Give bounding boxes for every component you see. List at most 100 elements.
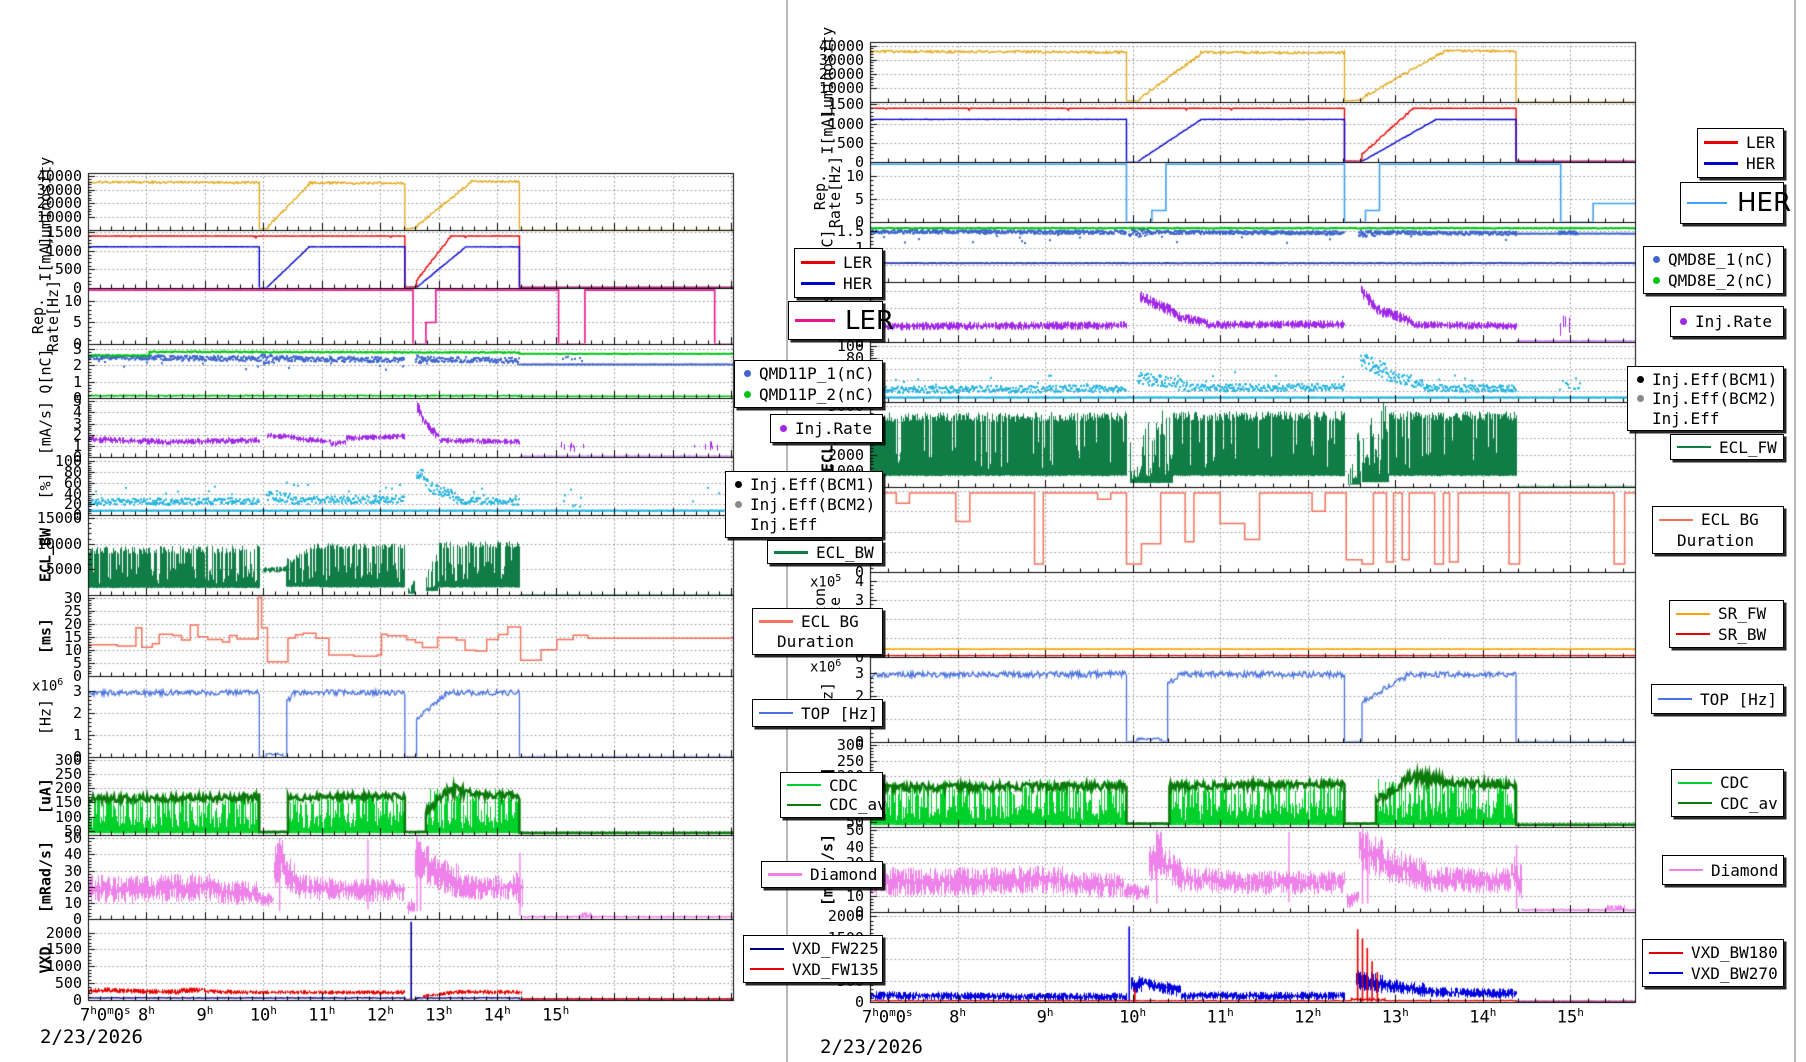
legend-entry: LER (801, 253, 876, 272)
y-axis-label-line: ECL_BW (36, 527, 55, 583)
legend-label: LER (843, 253, 872, 272)
y-tick-label: 1 (796, 240, 864, 256)
legend-entry: Diamond (768, 865, 877, 884)
y-tick-label: 0 (854, 993, 864, 1011)
y-tick-label: 3 (854, 664, 864, 683)
y-tick-label: 0 (72, 448, 82, 466)
legend-entry: Inj.Eff (732, 515, 876, 534)
legend-dot-swatch-icon (1680, 318, 1687, 325)
x-tick-number: 0 (96, 1005, 108, 1026)
x-tick-number: 0 (895, 1007, 906, 1028)
legend-ler: LER HER (794, 248, 883, 298)
legend-line-swatch-icon (795, 319, 835, 322)
y-tick-label: 20 (63, 877, 82, 896)
y-tick-label: 10000 (36, 207, 82, 226)
y-tick-label: 2 (854, 687, 864, 706)
legend-line-swatch-icon (1649, 951, 1683, 955)
y-axis-label-line: Q[nC] (36, 348, 55, 394)
x-tick-label: 14h (1457, 1006, 1509, 1028)
y-tick-label: 5 (72, 653, 82, 672)
x-tick-unit: h (872, 1006, 879, 1019)
legend-label: TOP [Hz] (801, 703, 879, 723)
legend-entry: TOP [Hz] (1658, 690, 1777, 709)
legend-label: ECL BG (801, 612, 859, 631)
legend-label: ECL BG (1701, 510, 1759, 530)
y-tick-label: 1.5 (836, 221, 864, 240)
y-tick-label: 300 (54, 750, 82, 769)
legend-entry: VXD_BW180 (1649, 943, 1778, 962)
y-tick-label: 50 (63, 821, 82, 840)
x-tick-label: 14h (471, 1004, 523, 1026)
x-tick-unit: h (387, 1004, 394, 1017)
x-tick-label: 10h (237, 1004, 289, 1026)
y-tick-label: 25 (63, 601, 82, 620)
legend-dot-swatch-icon (744, 390, 751, 398)
y-axis-label: [mA/s] (37, 400, 55, 454)
y-tick-label: 80 (63, 463, 82, 482)
legend-line-swatch-icon (1704, 141, 1738, 144)
y-axis-label: Rep. Rate[Hz] (811, 156, 844, 228)
y-tick-label: 150 (54, 793, 82, 812)
x-tick-unit: h (206, 1004, 214, 1017)
legend-line-swatch-icon (787, 803, 821, 807)
legend-label: Inj.Rate (1695, 312, 1773, 331)
legend-line-swatch-icon (1687, 201, 1727, 205)
x-tick-unit: h (1402, 1006, 1409, 1019)
x-tick-unit: h (1314, 1006, 1322, 1019)
y-tick-label: 15 (63, 627, 82, 646)
x-tick-label: 7h0m0s (862, 1006, 913, 1028)
legend-entry: Inj.Eff(BCM2) (1634, 389, 1777, 408)
x-tick-number: 14 (483, 1005, 505, 1026)
legend-label: ECL_FW (1719, 437, 1777, 457)
legend-label: Inj.Eff (750, 515, 818, 534)
x-tick-label: 15h (530, 1004, 582, 1026)
legend-ler: LER HER (1697, 128, 1784, 178)
legend-entry: CDC (787, 776, 876, 795)
x-tick-number: 11 (308, 1005, 329, 1026)
y-tick-label: 1500 (45, 940, 82, 959)
axis-exponent-label: x106 (810, 658, 841, 676)
x-tick-unit: h (959, 1006, 966, 1019)
y-tick-label: 0 (72, 506, 82, 524)
y-tick-label: 40000 (36, 167, 82, 186)
legend-entry: ECL_BW (774, 543, 876, 562)
y-tick-label: 500 (54, 260, 82, 279)
legend-qmd11p-1-nc-: QMD11P_1(nC) QMD11P_2(nC) (734, 360, 883, 408)
x-tick-label: 15h (1544, 1006, 1596, 1028)
y-axis-label: [mRad/s] (37, 841, 55, 913)
x-tick-label: 12h (1282, 1006, 1334, 1028)
legend-entry: HER (1687, 188, 1791, 218)
legend-entry: CDC_av (787, 795, 887, 814)
x-tick-number: 9 (1036, 1007, 1047, 1028)
legend-line-swatch-icon (1649, 971, 1683, 975)
x-tick-number: 0 (878, 1007, 890, 1028)
y-tick-label: 0 (72, 667, 82, 685)
x-tick-number: 7 (80, 1005, 91, 1026)
y-tick-label: 3 (854, 591, 864, 610)
exponent-power: 6 (57, 677, 64, 688)
y-axis-label-line: [ms] (36, 617, 55, 654)
y-tick-label: 1500 (827, 95, 864, 114)
legend-label: Inj.Rate (795, 419, 873, 438)
legend-line-swatch-icon (787, 783, 821, 787)
legend-dot-swatch-icon (1637, 395, 1644, 402)
legend-ler: LER (788, 301, 894, 340)
y-tick-label: 40 (63, 845, 82, 864)
x-tick-unit: h (1227, 1006, 1234, 1019)
legend-entry: QMD11P_1(nC) (741, 364, 876, 383)
y-tick-label: 1500 (45, 223, 82, 242)
legend-label: Inj.Eff(BCM2) (1652, 389, 1778, 408)
x-tick-label: 11h (296, 1004, 348, 1026)
y-tick-label: 20 (63, 614, 82, 633)
legend-line-swatch-icon (1658, 697, 1692, 701)
legend-entry: TOP [Hz] (759, 703, 879, 723)
x-tick-number: 8 (138, 1005, 149, 1026)
legend-entry: QMD8E_1(nC) (1650, 250, 1777, 269)
legend-label: Inj.Eff(BCM1) (750, 475, 876, 494)
x-tick-number: 14 (1469, 1007, 1490, 1028)
y-tick-label: 3 (72, 682, 82, 701)
legend-label: TOP [Hz] (1700, 689, 1778, 709)
y-tick-label: 2000 (827, 445, 864, 464)
legend-entry: ECL BG (759, 612, 876, 631)
exponent-base: x10 (810, 659, 836, 676)
